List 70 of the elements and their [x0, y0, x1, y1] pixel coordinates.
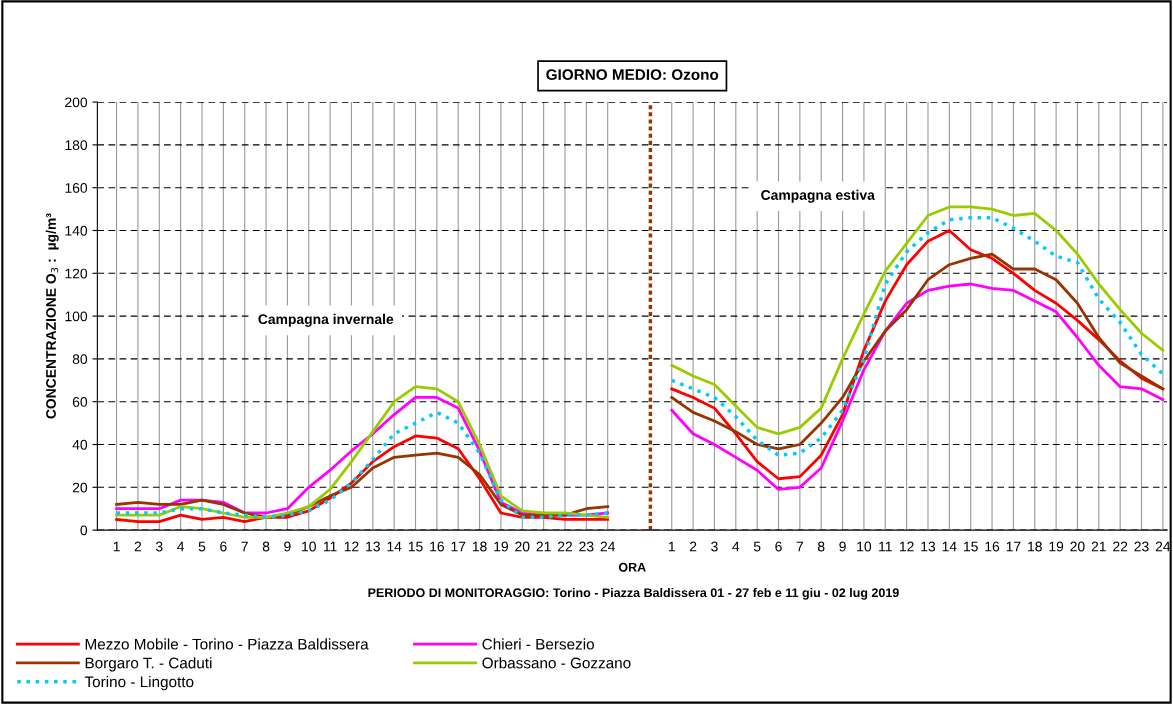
x-tick-label: 22 — [557, 541, 573, 552]
y-tick-label: 200 — [65, 97, 88, 108]
x-tick-label: 10 — [857, 541, 872, 552]
x-tick-label: 20 — [515, 541, 530, 552]
x-tick-label: 8 — [262, 541, 270, 552]
x-tick-label: 19 — [494, 541, 508, 552]
x-tick-label: 1 — [668, 541, 675, 552]
x-tick-label: 17 — [1006, 541, 1021, 552]
x-tick-label: 5 — [753, 541, 761, 552]
legend-label: Chieri - Bersezio — [482, 638, 594, 650]
x-tick-label: 18 — [472, 541, 487, 552]
x-tick-label: 8 — [817, 541, 825, 552]
x-tick-label: 20 — [1070, 541, 1085, 552]
legend-label: Mezzo Mobile - Torino - Piazza Baldissera — [85, 638, 369, 650]
legend-label: Orbassano - Gozzano — [482, 657, 631, 669]
x-tick-label: 23 — [579, 541, 594, 552]
x-tick-label: 15 — [964, 541, 978, 552]
x-tick-label: 17 — [451, 541, 466, 552]
annotation: Campagna estiva — [761, 189, 875, 203]
y-tick-label: 140 — [65, 225, 88, 236]
x-tick-label: 24 — [1155, 541, 1171, 552]
x-tick-label: 11 — [323, 541, 337, 552]
x-tick-label: 21 — [1091, 541, 1106, 552]
x-tick-label: 15 — [408, 541, 423, 552]
annotation: Campagna invernale — [258, 313, 394, 327]
x-tick-label: 18 — [1028, 541, 1042, 552]
legend-label: Borgaro T. - Caduti — [85, 657, 212, 672]
x-tick-label: 3 — [711, 541, 718, 552]
y-tick-label: 80 — [72, 354, 88, 365]
y-tick-label: 0 — [80, 525, 88, 536]
x-tick-label: 7 — [241, 541, 248, 552]
x-tick-label: 9 — [284, 541, 291, 552]
x-tick-label: 2 — [134, 541, 142, 552]
x-tick-label: 14 — [942, 541, 957, 552]
x-tick-label: 12 — [899, 541, 914, 552]
y-axis-title: CONCENTRAZIONE O$_{3}$ : µg/m³ — [45, 213, 59, 419]
x-tick-label: 24 — [600, 541, 616, 552]
y-tick-label: 100 — [65, 311, 88, 322]
y-tick-label: 160 — [65, 183, 88, 193]
x-tick-label: 11 — [879, 541, 892, 552]
x-tick-label: 1 — [113, 541, 120, 552]
y-tick-label: 180 — [65, 140, 88, 151]
x-tick-label: 13 — [366, 541, 380, 552]
x-tick-label: 23 — [1134, 541, 1149, 552]
x-tick-label: 6 — [775, 541, 782, 552]
legend-label: Torino - Lingotto — [84, 676, 194, 691]
chart-title: GIORNO MEDIO: Ozono — [546, 69, 719, 81]
x-tick-label: 12 — [344, 541, 359, 552]
x-tick-label: 2 — [689, 541, 697, 552]
text: PERIODO DI MONITORAGGIO: Torino - Piazza Baldissera 01 - 27 feb e 11 giu - 02 lug 2019 — [368, 587, 899, 600]
x-tick-label: 5 — [198, 541, 206, 552]
x-tick-label: 14 — [387, 541, 402, 552]
x-tick-label: 13 — [921, 541, 936, 552]
x-tick-label: 7 — [796, 541, 804, 552]
x-tick-label: 10 — [302, 541, 316, 552]
y-tick-label: 120 — [65, 268, 88, 279]
y-tick-label: 20 — [72, 482, 88, 493]
x-tick-label: 16 — [430, 541, 444, 552]
x-tick-label: 9 — [839, 541, 846, 552]
x-tick-label: 6 — [220, 541, 227, 552]
x-tick-label: 16 — [985, 541, 1000, 552]
x-tick-label: 19 — [1049, 541, 1064, 552]
x-axis-title: ORA — [618, 562, 646, 572]
x-tick-label: 4 — [177, 541, 185, 552]
x-tick-label: 21 — [536, 541, 551, 552]
y-tick-label: 40 — [72, 439, 88, 450]
y-tick-label: 60 — [72, 397, 88, 407]
x-tick-label: 3 — [155, 541, 163, 552]
x-tick-label: 22 — [1113, 541, 1128, 552]
x-tick-label: 4 — [732, 541, 740, 552]
